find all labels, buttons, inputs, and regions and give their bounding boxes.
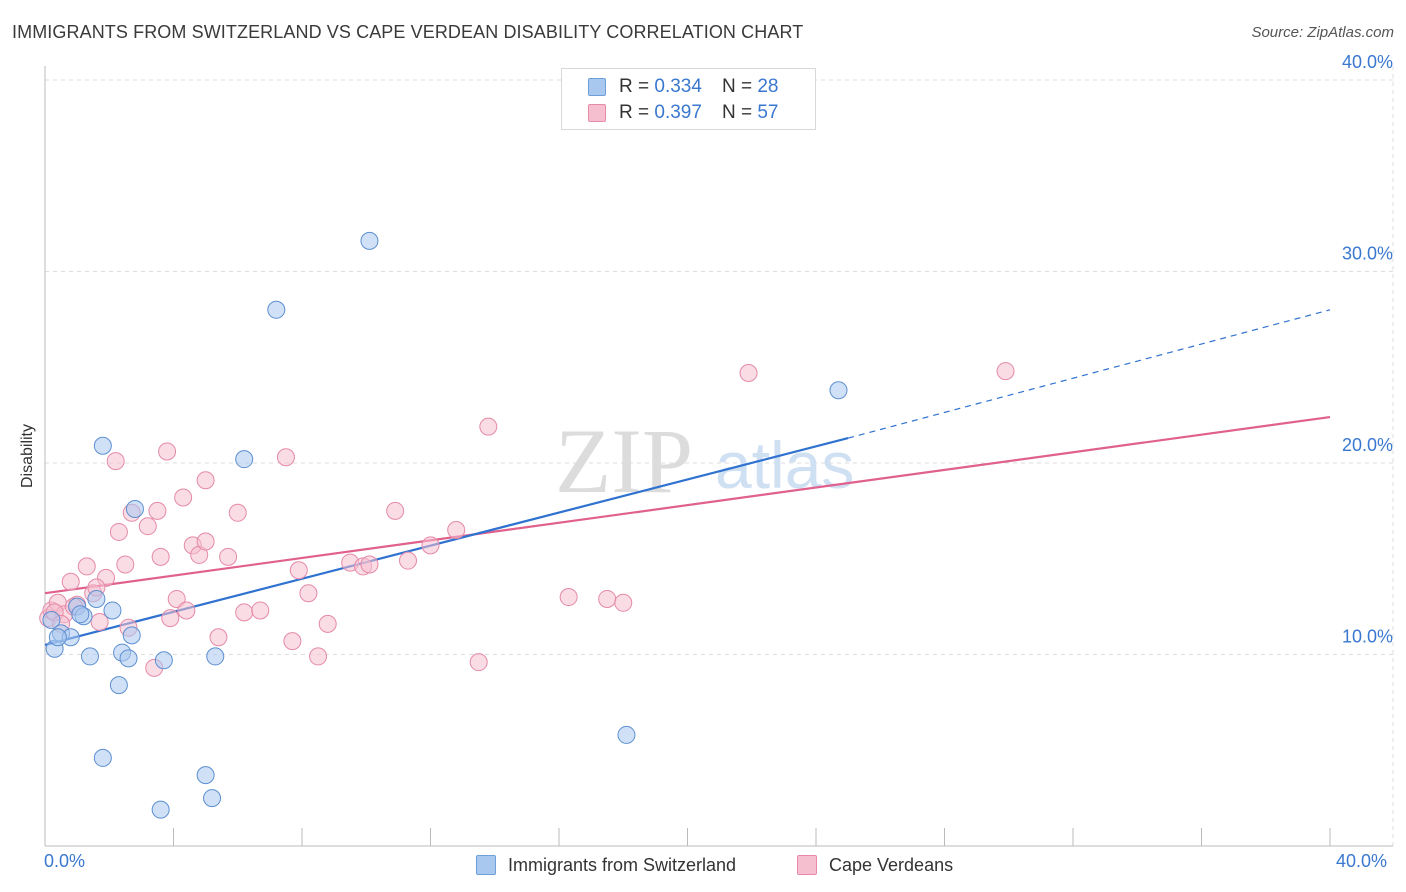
- watermark-atlas: atlas: [715, 428, 854, 502]
- point-cape-verdean: [289, 561, 308, 580]
- point-switzerland: [151, 800, 170, 819]
- chart-title: IMMIGRANTS FROM SWITZERLAND VS CAPE VERD…: [12, 22, 804, 42]
- point-switzerland: [360, 231, 379, 250]
- point-cape-verdean: [996, 362, 1015, 381]
- point-cape-verdean: [309, 647, 328, 666]
- point-cape-verdean: [109, 522, 128, 541]
- point-switzerland: [93, 748, 112, 767]
- watermark: ZIP atlas: [555, 410, 854, 512]
- point-cape-verdean: [283, 632, 302, 651]
- point-cape-verdean: [177, 601, 196, 620]
- trend-line-switzerland-extension: [847, 309, 1331, 439]
- point-switzerland: [42, 611, 61, 630]
- point-switzerland: [93, 436, 112, 455]
- point-switzerland: [267, 300, 286, 319]
- point-switzerland: [125, 499, 144, 518]
- n-value: 57: [757, 102, 779, 123]
- point-cape-verdean: [559, 588, 578, 607]
- n-label: N =: [721, 102, 753, 123]
- point-switzerland: [617, 725, 636, 744]
- point-cape-verdean: [469, 653, 488, 672]
- point-cape-verdean: [421, 536, 440, 555]
- point-cape-verdean: [77, 557, 96, 576]
- legend-swatch-blue: [588, 78, 606, 96]
- point-cape-verdean: [116, 555, 135, 574]
- r-value: 0.397: [654, 102, 702, 123]
- point-switzerland: [80, 647, 99, 666]
- point-cape-verdean: [209, 628, 228, 647]
- points-layer: [39, 231, 1015, 819]
- legend-swatch-blue: [476, 855, 496, 875]
- axis-layer: 10.0% 20.0% 30.0% 40.0%: [44, 52, 1393, 847]
- y-tick-label: 10.0%: [1342, 627, 1393, 647]
- point-switzerland: [48, 628, 67, 647]
- point-cape-verdean: [386, 501, 405, 520]
- point-cape-verdean: [196, 471, 215, 490]
- y-tick-label: 40.0%: [1342, 52, 1393, 72]
- point-cape-verdean: [161, 609, 180, 628]
- legend-item-cape-verdeans[interactable]: Cape Verdeans: [797, 851, 953, 879]
- point-cape-verdean: [148, 501, 167, 520]
- point-cape-verdean: [158, 442, 177, 461]
- point-cape-verdean: [598, 589, 617, 608]
- chart-source: Source: ZipAtlas.com: [1251, 24, 1394, 41]
- point-cape-verdean: [299, 584, 318, 603]
- x-tick-label-min: 0.0%: [44, 851, 86, 871]
- point-switzerland: [206, 647, 225, 666]
- point-cape-verdean: [479, 417, 498, 436]
- r-value: 0.334: [654, 76, 702, 97]
- trend-line-cape-verdeans: [44, 415, 1331, 595]
- point-switzerland: [829, 381, 848, 400]
- y-tick-label: 30.0%: [1342, 244, 1393, 264]
- point-cape-verdean: [174, 488, 193, 507]
- point-cape-verdean: [251, 601, 270, 620]
- r-label: R =: [619, 102, 650, 123]
- correlation-legend: R = 0.334 N = 28 R = 0.397 N = 57: [561, 68, 816, 130]
- x-tick-label-max: 40.0%: [1336, 851, 1388, 871]
- series-legend: Immigrants from Switzerland Cape Verdean…: [0, 851, 1406, 879]
- legend-row-switzerland: R = 0.334 N = 28: [588, 75, 778, 99]
- point-cape-verdean: [90, 612, 109, 631]
- point-switzerland: [119, 649, 138, 668]
- point-switzerland: [235, 450, 254, 469]
- point-switzerland: [154, 651, 173, 670]
- legend-swatch-pink: [588, 104, 606, 122]
- grid-layer: [45, 66, 1394, 846]
- point-cape-verdean: [61, 572, 80, 591]
- point-cape-verdean: [151, 547, 170, 566]
- point-cape-verdean: [228, 503, 247, 522]
- point-cape-verdean: [167, 589, 186, 608]
- point-cape-verdean: [276, 448, 295, 467]
- point-switzerland: [71, 605, 90, 624]
- point-cape-verdean: [196, 532, 215, 551]
- legend-label: Immigrants from Switzerland: [508, 854, 737, 875]
- point-cape-verdean: [739, 363, 758, 382]
- point-cape-verdean: [360, 555, 379, 574]
- point-switzerland: [109, 676, 128, 695]
- point-cape-verdean: [235, 603, 254, 622]
- y-tick-label: 20.0%: [1342, 435, 1393, 455]
- point-switzerland: [196, 766, 215, 785]
- point-switzerland: [87, 589, 106, 608]
- legend-item-switzerland[interactable]: Immigrants from Switzerland: [476, 851, 736, 879]
- r-label: R =: [619, 76, 650, 97]
- point-cape-verdean: [106, 452, 125, 471]
- point-cape-verdean: [318, 614, 337, 633]
- point-switzerland: [122, 626, 141, 645]
- legend-label: Cape Verdeans: [829, 854, 954, 875]
- n-label: N =: [721, 76, 753, 97]
- point-cape-verdean: [447, 521, 466, 540]
- point-cape-verdean: [219, 547, 238, 566]
- legend-swatch-pink: [797, 855, 817, 875]
- point-switzerland: [203, 789, 222, 808]
- point-cape-verdean: [614, 593, 633, 612]
- n-value: 28: [757, 76, 779, 97]
- point-cape-verdean: [399, 551, 418, 570]
- legend-row-cape-verdeans: R = 0.397 N = 57: [588, 101, 778, 125]
- point-switzerland: [103, 601, 122, 620]
- point-cape-verdean: [138, 517, 157, 536]
